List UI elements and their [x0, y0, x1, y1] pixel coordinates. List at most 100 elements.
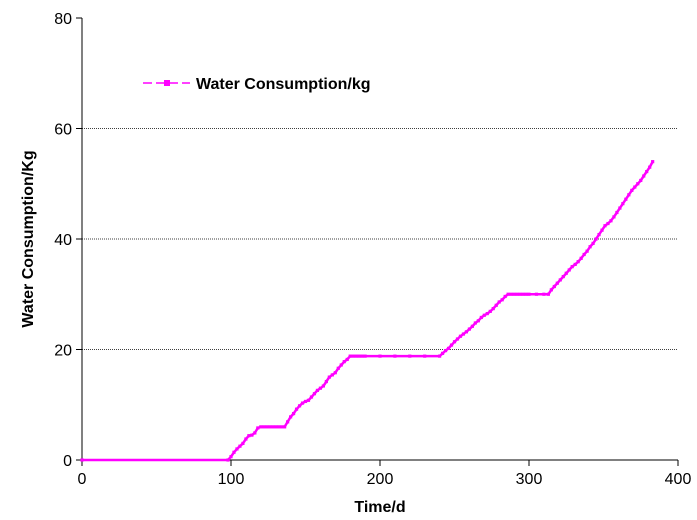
data-point	[321, 384, 325, 388]
data-point	[567, 268, 571, 272]
data-point	[443, 349, 448, 353]
data-point	[485, 311, 489, 316]
x-tick-label: 300	[516, 471, 543, 488]
data-point	[546, 292, 550, 296]
data-point	[642, 174, 646, 178]
data-point	[294, 407, 299, 411]
data-point	[621, 202, 625, 206]
data-point	[509, 292, 513, 296]
y-tick-label: 80	[54, 11, 72, 28]
data-point	[564, 271, 568, 275]
data-point	[479, 315, 483, 320]
data-point	[594, 237, 598, 241]
data-point	[250, 433, 254, 437]
data-point	[585, 249, 589, 253]
data-point	[503, 294, 507, 299]
data-point	[378, 354, 382, 358]
data-point	[229, 455, 233, 459]
data-point	[235, 447, 239, 451]
data-point	[515, 292, 519, 296]
data-point	[458, 334, 463, 338]
data-point	[534, 292, 539, 296]
data-point	[303, 399, 308, 404]
data-point	[348, 354, 352, 358]
data-point	[639, 178, 643, 183]
y-tick-label: 20	[54, 343, 72, 360]
x-tick-label: 400	[665, 471, 692, 488]
data-point	[506, 292, 510, 296]
data-point	[627, 193, 631, 197]
data-point	[606, 221, 610, 226]
data-point	[333, 371, 337, 375]
x-tick-label: 0	[78, 471, 87, 488]
y-tick-label: 0	[63, 453, 72, 470]
data-point	[512, 292, 516, 296]
legend-marker	[164, 80, 170, 86]
data-point	[327, 375, 331, 379]
data-point	[455, 337, 460, 341]
data-point	[630, 188, 634, 192]
data-point	[645, 169, 649, 174]
data-point	[464, 330, 469, 334]
data-point	[271, 425, 275, 429]
data-point	[600, 228, 604, 232]
data-point	[576, 260, 580, 264]
data-point	[351, 354, 355, 358]
data-point	[461, 332, 466, 336]
data-point	[449, 343, 454, 347]
data-point	[482, 313, 486, 317]
data-point	[300, 401, 305, 405]
data-point	[286, 420, 290, 424]
data-point	[618, 206, 622, 210]
data-point	[244, 437, 248, 441]
y-tick-label: 60	[54, 122, 72, 139]
data-point	[440, 351, 445, 355]
data-point	[253, 431, 257, 435]
data-point	[289, 415, 293, 419]
data-point	[339, 363, 343, 367]
data-point	[265, 425, 269, 429]
data-point	[588, 245, 592, 249]
y-axis-label: Water Consumption/Kg	[20, 150, 37, 327]
data-point	[312, 392, 317, 396]
data-point	[651, 160, 655, 164]
data-point	[423, 354, 427, 358]
data-point	[277, 425, 281, 429]
data-point	[500, 298, 504, 302]
data-point	[363, 354, 367, 358]
data-point	[408, 354, 412, 358]
data-point	[494, 303, 498, 307]
data-point	[597, 232, 601, 237]
data-point	[521, 292, 525, 296]
data-point	[609, 219, 613, 223]
data-point	[612, 215, 616, 219]
series-line	[82, 161, 654, 462]
grid-lines	[82, 128, 678, 350]
data-point	[342, 360, 346, 364]
data-point	[232, 450, 236, 454]
y-tick-label: 40	[54, 232, 72, 249]
data-point	[438, 354, 442, 358]
data-point	[561, 274, 565, 279]
data-point	[636, 182, 640, 186]
data-point	[297, 404, 302, 408]
data-point	[283, 425, 287, 429]
data-point	[354, 354, 358, 358]
data-point	[488, 309, 492, 313]
data-point	[552, 284, 556, 289]
data-point	[357, 354, 361, 358]
x-tick-label: 200	[367, 471, 394, 488]
data-point	[309, 395, 314, 399]
data-point	[555, 281, 559, 285]
data-point	[336, 366, 340, 370]
data-point	[648, 165, 652, 169]
data-point	[558, 278, 562, 282]
data-point	[315, 388, 320, 392]
data-point	[446, 346, 451, 350]
legend-label: Water Consumption/kg	[196, 76, 371, 93]
x-axis-label: Time/d	[354, 499, 405, 516]
data-point	[527, 292, 531, 296]
plot-area	[80, 160, 655, 462]
data-point	[591, 241, 595, 246]
